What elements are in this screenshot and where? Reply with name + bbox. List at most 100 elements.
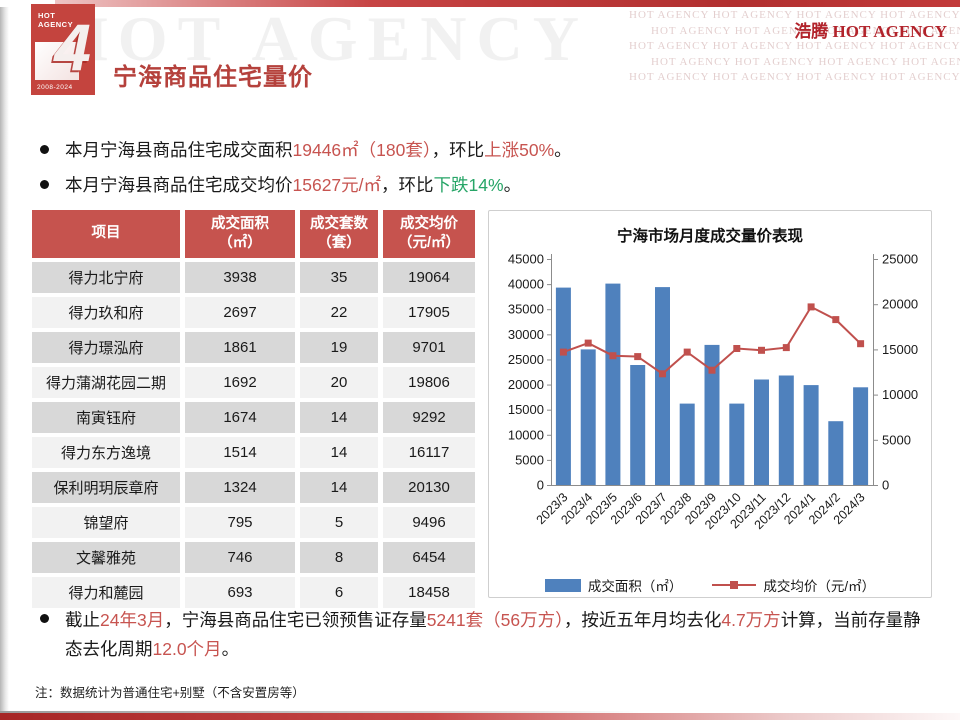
svg-text:20000: 20000 xyxy=(508,377,544,392)
bullet-text: 本月宁海县商品住宅成交均价15627元/㎡，环比下跌14%。 xyxy=(65,172,521,198)
agency-logo: 4 HOT AGENCY 2008-2024 xyxy=(32,5,94,94)
table-cell: 1692 xyxy=(185,366,295,398)
table-cell: 9496 xyxy=(383,506,475,538)
table-cell: 693 xyxy=(185,576,295,608)
highlighted-value: 上涨50% xyxy=(484,140,555,160)
svg-text:45000: 45000 xyxy=(508,252,544,267)
note-text: ，宁海县商品住宅已领预售证存量 xyxy=(164,610,427,630)
table-cell: 得力璟泓府 xyxy=(32,331,180,363)
chart-left-axis-labels: 0 5000 10000 15000 20000 25000 30000 35000 40000… xyxy=(508,252,544,493)
chart-bars xyxy=(555,283,869,485)
table-cell: 14 xyxy=(300,471,378,503)
svg-text:40000: 40000 xyxy=(508,277,544,292)
table-cell: 南寅钰府 xyxy=(32,401,180,433)
highlighted-value: 24年3月 xyxy=(100,610,165,630)
table-cell: 得力蒲湖花园二期 xyxy=(32,366,180,398)
bar-2023/12 xyxy=(778,375,794,485)
svg-text:5000: 5000 xyxy=(882,432,911,447)
watermark-row: HOT AGENCY HOT AGENCY HOT AGENCY HOT AGE… xyxy=(629,71,960,83)
svg-text:5000: 5000 xyxy=(515,452,544,467)
page-title: 宁海商品住宅量价 xyxy=(113,64,313,91)
svg-text:30000: 30000 xyxy=(508,327,544,342)
svg-text:25000: 25000 xyxy=(508,352,544,367)
bar-2023/7 xyxy=(655,287,670,485)
bar-2023/9 xyxy=(704,344,720,485)
table-cell: 1861 xyxy=(185,331,295,363)
table-row: 锦望府 795 5 9496 xyxy=(32,506,475,538)
line-series-swatch xyxy=(712,579,757,592)
bar-2023/4 xyxy=(580,349,596,485)
bar-2023/6 xyxy=(630,365,646,485)
table-cell: 得力北宁府 xyxy=(32,261,180,293)
table-row: 得力北宁府 3938 35 19064 xyxy=(32,261,475,293)
bar-2024/2 xyxy=(828,421,844,485)
logo-years: 2008-2024 xyxy=(37,84,73,91)
table-cell: 35 xyxy=(300,261,378,293)
watermark-row: HOT AGENCY HOT AGENCY HOT AGENCY HOT AGE… xyxy=(629,9,960,21)
note-text: 。 xyxy=(221,639,240,659)
page-left-shadow xyxy=(0,7,9,713)
note-text: 计算，当前存量静态去化周期 xyxy=(65,610,921,659)
highlighted-value: 12.0个月 xyxy=(152,639,222,659)
bar-2023/3 xyxy=(555,287,571,485)
bar-2024/1 xyxy=(803,385,819,485)
chart-legend: 成交面积（㎡） 成交均价（元/㎡） xyxy=(489,568,931,602)
table-header-cell: 成交均价 （元/㎡） xyxy=(383,210,475,258)
svg-text:15000: 15000 xyxy=(882,342,918,357)
legend-item-price: 成交均价（元/㎡） xyxy=(712,575,875,595)
table-cell: 3938 xyxy=(185,261,295,293)
logo-number: 4 xyxy=(54,10,91,84)
watermark-row: HOT AGENCY HOT AGENCY HOT AGENCY HOT AGE… xyxy=(651,55,960,68)
table-cell: 保利明玥辰章府 xyxy=(32,471,180,503)
bullet-icon xyxy=(40,614,49,623)
table-cell: 文馨雅苑 xyxy=(32,541,180,573)
table-header-cell: 成交套数 （套） xyxy=(300,210,378,258)
table-cell: 20130 xyxy=(383,471,475,503)
table-cell: 2697 xyxy=(185,296,295,328)
table-cell: 746 xyxy=(185,541,295,573)
table-row: 南寅钰府 1674 14 9292 xyxy=(32,401,475,433)
chart-right-axis-labels: 0 5000 10000 15000 20000 25000 xyxy=(882,252,918,493)
page-bottom-edge xyxy=(0,711,640,713)
note-text: ，按近五年月均去化 xyxy=(563,610,722,630)
summary-bullet: 本月宁海县商品住宅成交均价15627元/㎡，环比下跌14%。 xyxy=(40,172,920,198)
bottom-red-bar xyxy=(0,713,960,720)
volume-price-chart: 0 5000 10000 15000 20000 25000 30000 35000 40000… xyxy=(508,252,918,533)
line-marker-icon xyxy=(730,581,739,589)
svg-text:0: 0 xyxy=(537,478,544,493)
table-cell: 8 xyxy=(300,541,378,573)
chart-price-markers xyxy=(559,303,865,378)
inventory-note: 截止24年3月，宁海县商品住宅已领预售证存量5241套（56万方），按近五年月均… xyxy=(40,606,928,664)
table-cell: 19806 xyxy=(383,366,475,398)
table-cell: 锦望府 xyxy=(32,506,180,538)
table-cell: 20 xyxy=(300,366,378,398)
table-cell: 19064 xyxy=(383,261,475,293)
watermark-row: HOT AGENCY HOT AGENCY HOT AGENCY HOT AGE… xyxy=(629,40,960,52)
watermark-row: HOT AGENCY HOT AGENCY HOT AGENCY HOT AGE… xyxy=(651,24,960,37)
chart-axes xyxy=(547,254,878,486)
table-row: 保利明玥辰章府 1324 14 20130 xyxy=(32,471,475,503)
inventory-note-text: 截止24年3月，宁海县商品住宅已领预售证存量5241套（56万方），按近五年月均… xyxy=(65,606,928,664)
footnote: 注：数据统计为普通住宅+别墅（不含安置房等） xyxy=(35,686,305,700)
table-cell: 得力玖和府 xyxy=(32,296,180,328)
note-text: 截止 xyxy=(65,610,100,630)
highlighted-value: 15627元/㎡ xyxy=(292,175,382,195)
table-cell: 1324 xyxy=(185,471,295,503)
legend-item-area: 成交面积（㎡） xyxy=(544,575,683,595)
svg-text:0: 0 xyxy=(882,478,889,493)
table-cell: 9292 xyxy=(383,401,475,433)
highlighted-value: 5241套（56万方） xyxy=(426,610,564,630)
note-text: 。 xyxy=(503,175,522,195)
legend-label-area: 成交面积（㎡） xyxy=(587,579,683,594)
svg-text:10000: 10000 xyxy=(882,387,918,402)
logo-white-panel xyxy=(35,42,79,80)
bullet-icon xyxy=(40,145,49,154)
table-cell: 14 xyxy=(300,436,378,468)
svg-text:10000: 10000 xyxy=(508,427,544,442)
highlighted-value: 下跌14% xyxy=(433,175,504,195)
table-header-cell: 项目 xyxy=(32,210,180,258)
highlighted-value: 19446㎡（180套） xyxy=(292,140,432,160)
table-cell: 795 xyxy=(185,506,295,538)
table-header-row: 项目 成交面积 （㎡） 成交套数 （套） 成交均价 （元/㎡） xyxy=(32,210,475,258)
